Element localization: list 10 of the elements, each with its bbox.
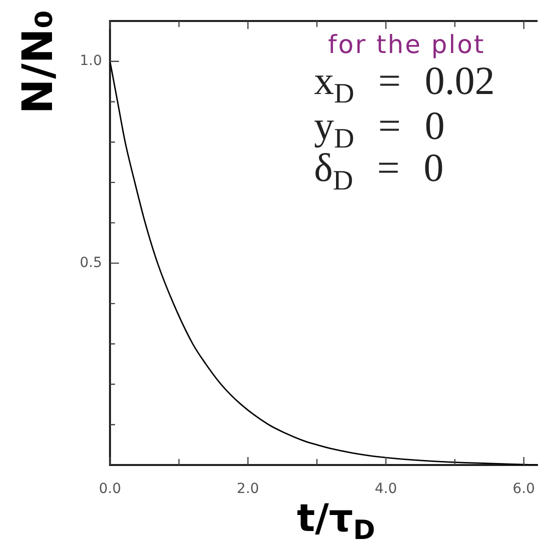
annotation: for the plot (327, 30, 486, 60)
y-tick-label: 1.0 (80, 53, 102, 70)
x-tick-label: 6.0 (512, 481, 535, 498)
x-tick-label: 0.0 (98, 481, 122, 498)
x-tick-label: 2.0 (236, 481, 260, 498)
y-tick-label: 0.5 (80, 254, 102, 271)
x-axis-title: t/τ$_{D}$ (296, 496, 376, 546)
y-axis-title: N/N₀ (13, 10, 62, 114)
x-tick-label: 4.0 (374, 481, 397, 498)
annotation: x$_{D}$ = 0.02 (314, 58, 495, 110)
